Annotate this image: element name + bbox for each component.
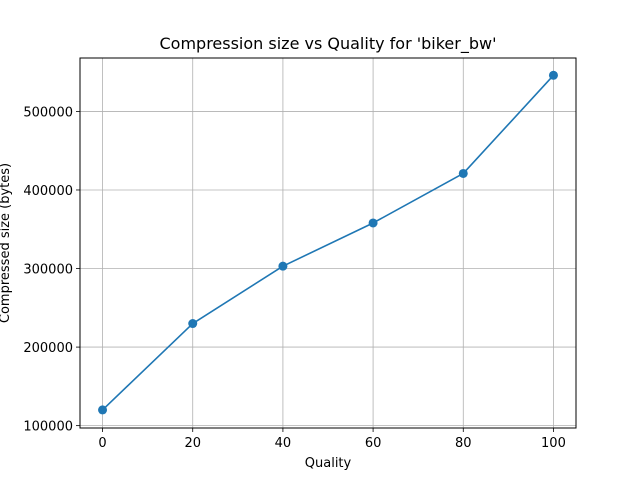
y-tick-label: 400000	[23, 184, 73, 199]
series-layer	[98, 70, 558, 415]
data-point	[278, 261, 288, 271]
chart-title: Compression size vs Quality for 'biker_b…	[159, 34, 496, 54]
x-tick-label: 60	[365, 436, 382, 451]
x-tick-label: 20	[184, 436, 201, 451]
y-axis-label: Compressed size (bytes)	[0, 163, 13, 323]
data-point	[188, 319, 198, 329]
data-point	[368, 218, 378, 228]
x-axis-label: Quality	[305, 456, 352, 471]
data-point	[98, 405, 108, 415]
y-axis-ticks: 100000 200000 300000 400000 500000	[23, 105, 80, 435]
series-line	[101, 74, 555, 411]
x-tick-label: 0	[98, 436, 106, 451]
x-tick-label: 40	[275, 436, 292, 451]
data-point	[548, 70, 558, 80]
x-axis-ticks: 0 20 40 60 80 100	[98, 428, 566, 451]
y-tick-label: 300000	[23, 263, 73, 278]
data-point	[458, 168, 468, 178]
y-tick-label: 200000	[23, 341, 73, 356]
x-tick-label: 100	[541, 436, 566, 451]
y-tick-label: 100000	[23, 420, 73, 435]
plot-background	[80, 58, 576, 428]
y-tick-label: 500000	[23, 105, 73, 120]
grid-lines	[80, 58, 576, 428]
x-tick-label: 80	[455, 436, 472, 451]
plot-area	[80, 58, 576, 428]
plot-frame	[79, 57, 577, 429]
